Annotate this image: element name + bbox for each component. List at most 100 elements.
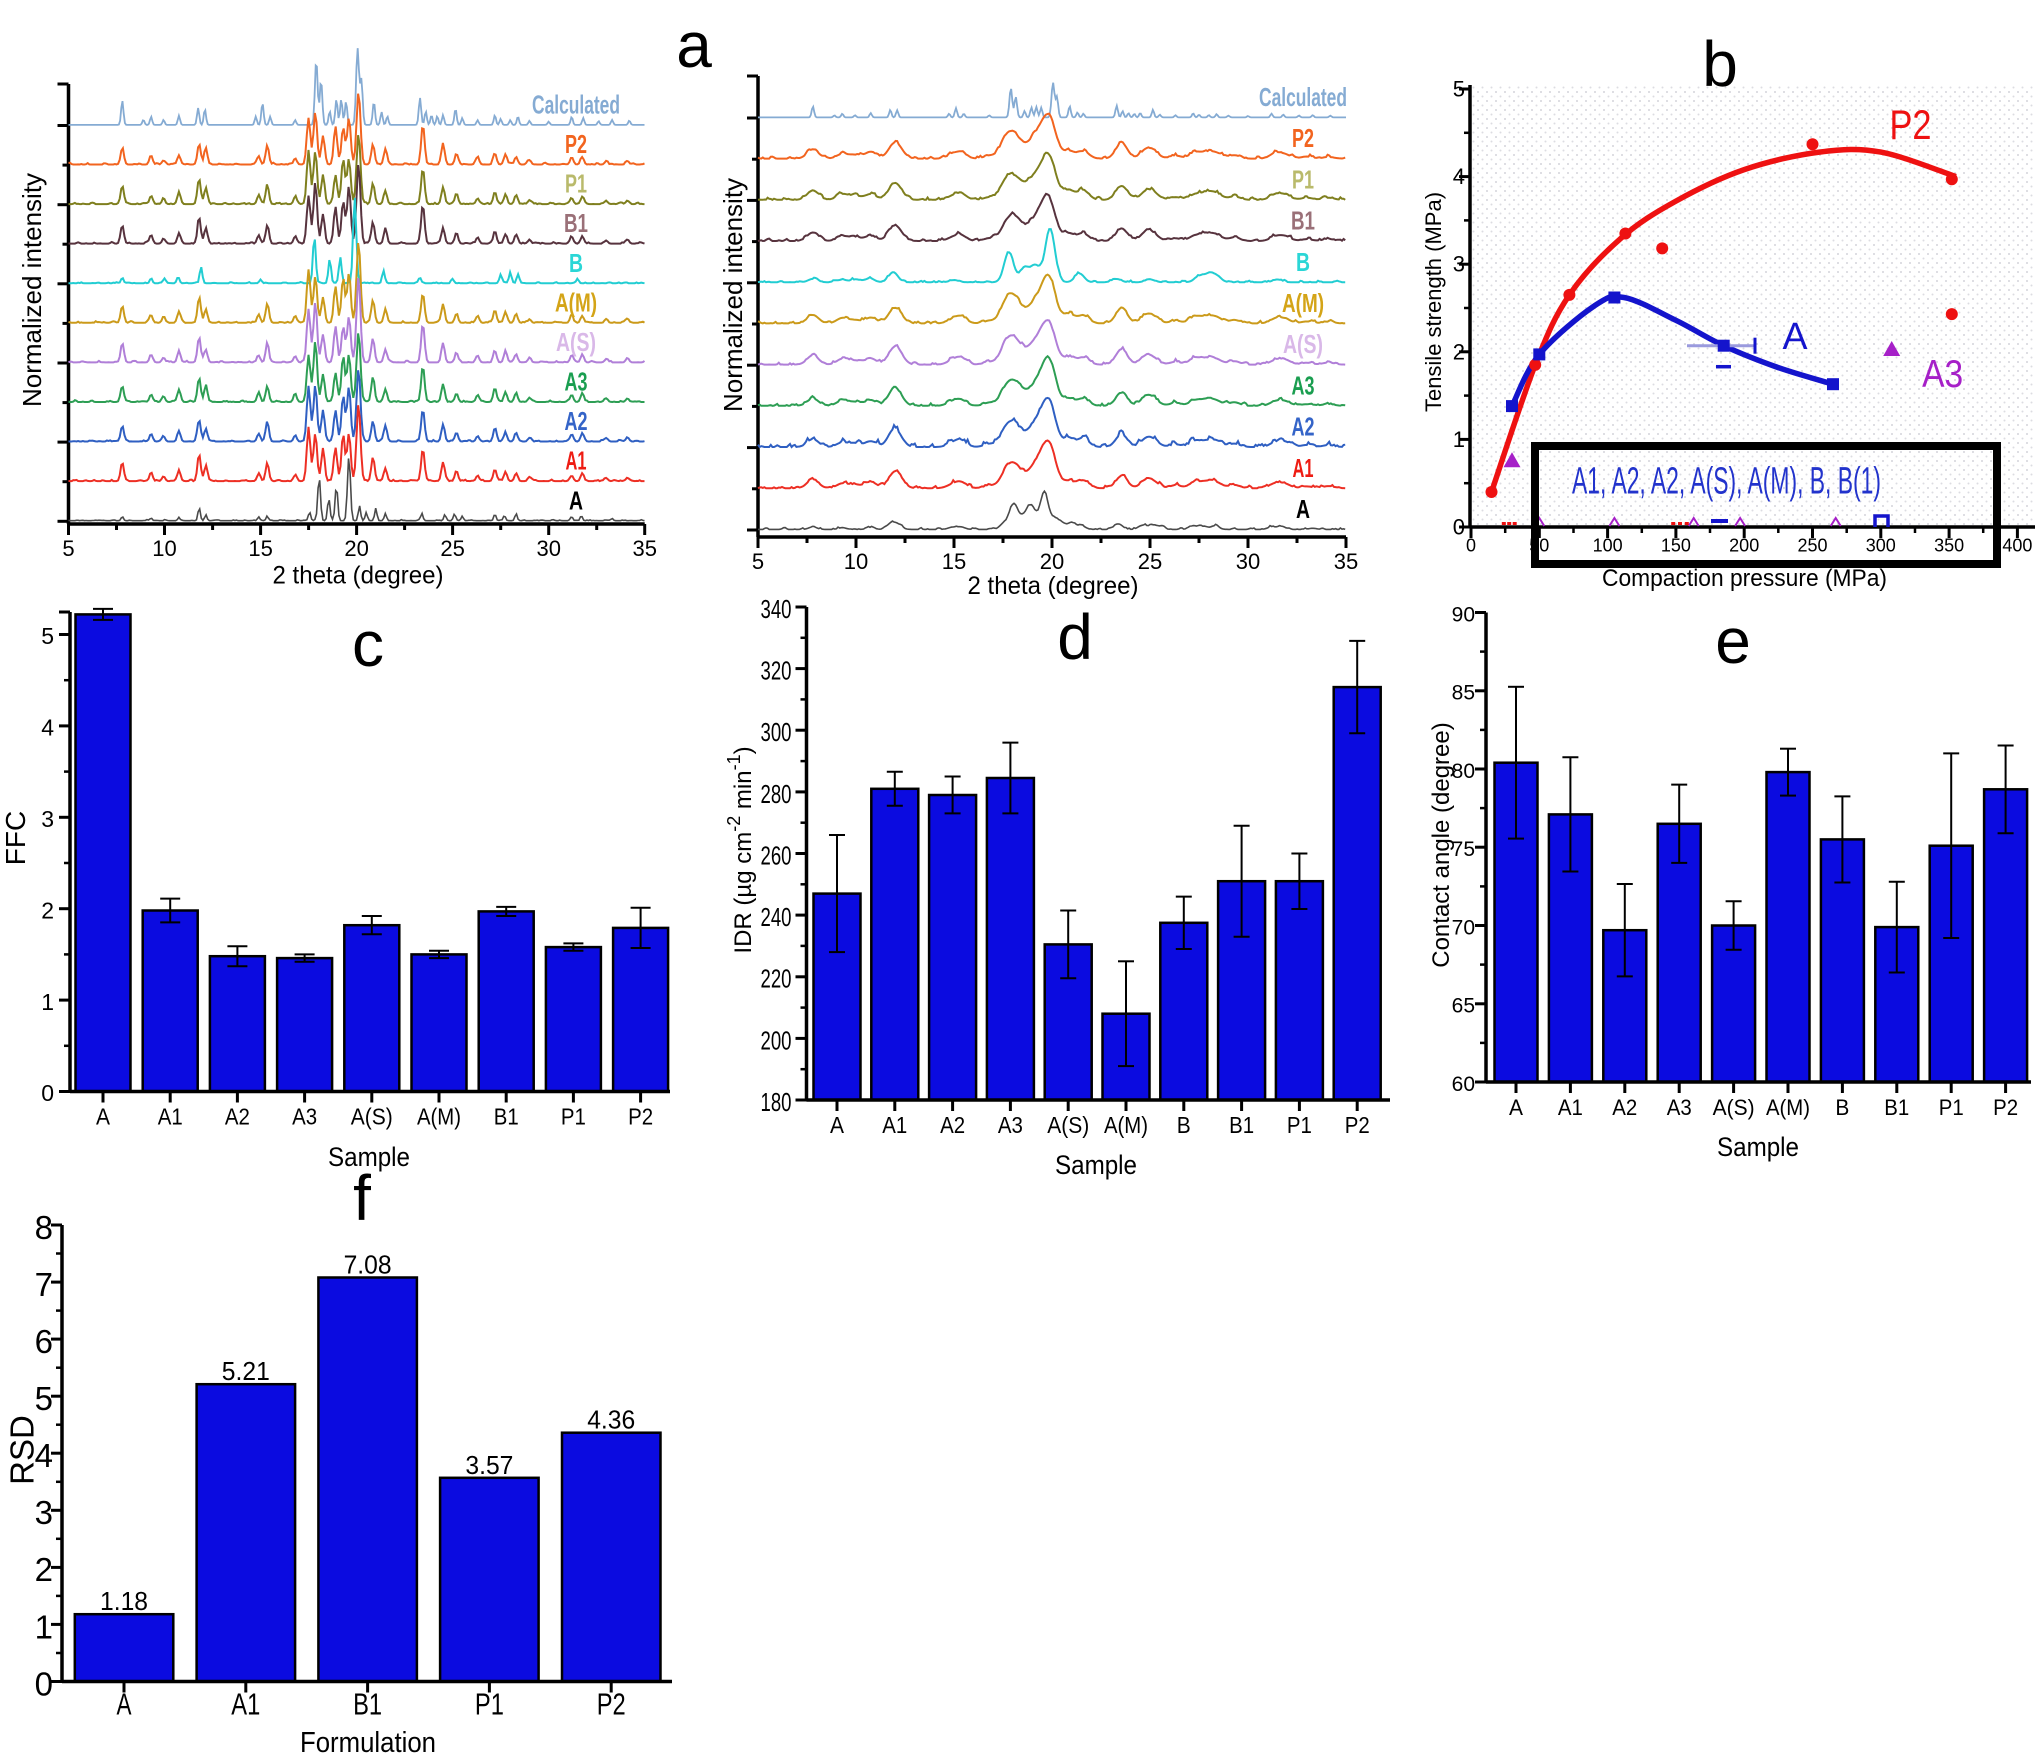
svg-text:4: 4: [1453, 164, 1465, 189]
svg-text:f: f: [353, 1162, 371, 1234]
svg-text:2 theta (degree): 2 theta (degree): [273, 562, 444, 590]
svg-text:B: B: [569, 248, 583, 278]
svg-text:5: 5: [35, 1380, 53, 1417]
svg-text:0: 0: [1453, 515, 1465, 540]
svg-text:B1: B1: [1884, 1095, 1909, 1120]
svg-text:1: 1: [35, 1608, 53, 1645]
svg-text:A1: A1: [882, 1112, 907, 1138]
svg-text:A(S): A(S): [1047, 1112, 1089, 1138]
svg-text:300: 300: [761, 717, 792, 747]
svg-text:P1: P1: [1292, 164, 1314, 194]
svg-text:P2: P2: [1292, 123, 1314, 153]
svg-text:A(M): A(M): [1104, 1112, 1148, 1138]
svg-text:A2: A2: [565, 406, 588, 436]
svg-text:30: 30: [536, 536, 560, 561]
svg-text:A2: A2: [940, 1112, 965, 1138]
svg-text:1: 1: [1453, 427, 1465, 452]
svg-text:90: 90: [1452, 603, 1475, 626]
svg-text:0: 0: [35, 1665, 53, 1702]
svg-text:20: 20: [1040, 549, 1064, 574]
svg-text:P1: P1: [1287, 1112, 1312, 1138]
svg-text:200: 200: [761, 1025, 792, 1055]
svg-text:A: A: [830, 1112, 845, 1138]
svg-text:A: A: [96, 1104, 111, 1130]
svg-text:B1: B1: [494, 1104, 519, 1130]
svg-text:2: 2: [1453, 339, 1465, 364]
svg-text:Contact angle (degree): Contact angle (degree): [1428, 722, 1455, 967]
svg-text:B1: B1: [1229, 1112, 1254, 1138]
svg-text:P2: P2: [1890, 101, 1932, 148]
svg-text:c: c: [352, 608, 384, 680]
svg-text:A: A: [569, 485, 583, 515]
svg-text:Sample: Sample: [1055, 1150, 1137, 1180]
svg-text:340: 340: [761, 594, 792, 624]
svg-text:A1: A1: [158, 1104, 183, 1130]
svg-text:P2: P2: [1993, 1095, 2018, 1120]
svg-text:Formulation: Formulation: [300, 1727, 436, 1757]
svg-text:A(M): A(M): [417, 1104, 461, 1130]
svg-text:a: a: [676, 9, 712, 81]
svg-text:A3: A3: [1667, 1095, 1692, 1120]
svg-text:70: 70: [1452, 916, 1475, 939]
svg-text:Tensile strength (MPa): Tensile strength (MPa): [1421, 192, 1446, 412]
svg-text:A: A: [1509, 1095, 1523, 1120]
svg-text:1.18: 1.18: [100, 1586, 148, 1616]
svg-text:A(M): A(M): [1766, 1095, 1810, 1120]
svg-text:75: 75: [1452, 838, 1475, 861]
svg-text:250: 250: [1797, 536, 1827, 556]
svg-text:25: 25: [440, 536, 464, 561]
svg-text:A1: A1: [1558, 1095, 1583, 1120]
svg-text:A: A: [1296, 494, 1310, 524]
svg-text:3.57: 3.57: [465, 1450, 513, 1480]
svg-text:5: 5: [41, 623, 54, 649]
svg-text:4: 4: [41, 715, 54, 741]
svg-text:4: 4: [35, 1437, 53, 1474]
svg-text:B1: B1: [353, 1687, 382, 1722]
svg-text:3: 3: [35, 1494, 53, 1531]
svg-text:Sample: Sample: [328, 1142, 410, 1172]
svg-text:P1: P1: [565, 169, 587, 199]
svg-text:4.36: 4.36: [587, 1405, 635, 1435]
svg-text:60: 60: [1452, 1073, 1475, 1096]
svg-text:B: B: [1296, 247, 1310, 277]
svg-text:2: 2: [35, 1551, 53, 1588]
svg-text:85: 85: [1452, 682, 1475, 705]
svg-text:5: 5: [752, 549, 764, 574]
svg-text:Calculated: Calculated: [1259, 82, 1347, 112]
svg-text:Compaction pressure (MPa): Compaction pressure (MPa): [1602, 565, 1887, 592]
svg-text:IDR (µg cm-2 min-1): IDR (µg cm-2 min-1): [724, 746, 757, 953]
svg-text:A2: A2: [225, 1104, 250, 1130]
svg-text:240: 240: [761, 902, 792, 932]
svg-text:260: 260: [761, 840, 792, 870]
svg-text:A: A: [117, 1687, 132, 1722]
svg-text:7.08: 7.08: [344, 1250, 392, 1280]
svg-text:35: 35: [1334, 549, 1358, 574]
svg-text:A1: A1: [566, 446, 587, 476]
svg-text:A(S): A(S): [1713, 1095, 1755, 1120]
svg-text:A2: A2: [1292, 412, 1315, 442]
svg-text:10: 10: [152, 536, 176, 561]
svg-text:2 theta (degree): 2 theta (degree): [968, 572, 1139, 600]
svg-text:e: e: [1715, 605, 1751, 677]
svg-text:A3: A3: [565, 367, 588, 397]
svg-text:0: 0: [41, 1080, 54, 1106]
svg-text:300: 300: [1866, 536, 1896, 556]
svg-text:30: 30: [1236, 549, 1260, 574]
svg-text:80: 80: [1452, 760, 1475, 783]
svg-text:A3: A3: [998, 1112, 1023, 1138]
svg-text:320: 320: [761, 656, 792, 686]
svg-text:180: 180: [761, 1087, 792, 1117]
svg-text:P2: P2: [597, 1687, 626, 1722]
svg-text:8: 8: [35, 1209, 53, 1246]
svg-text:A2: A2: [1612, 1095, 1637, 1120]
svg-text:200: 200: [1729, 536, 1759, 556]
svg-text:2: 2: [41, 897, 54, 923]
svg-text:5: 5: [1453, 77, 1465, 102]
svg-text:100: 100: [1593, 536, 1623, 556]
svg-text:5: 5: [62, 536, 74, 561]
svg-text:B1: B1: [1291, 206, 1315, 236]
svg-text:220: 220: [761, 964, 792, 994]
svg-text:B: B: [1835, 1095, 1849, 1120]
svg-text:280: 280: [761, 779, 792, 809]
svg-text:150: 150: [1661, 536, 1691, 556]
